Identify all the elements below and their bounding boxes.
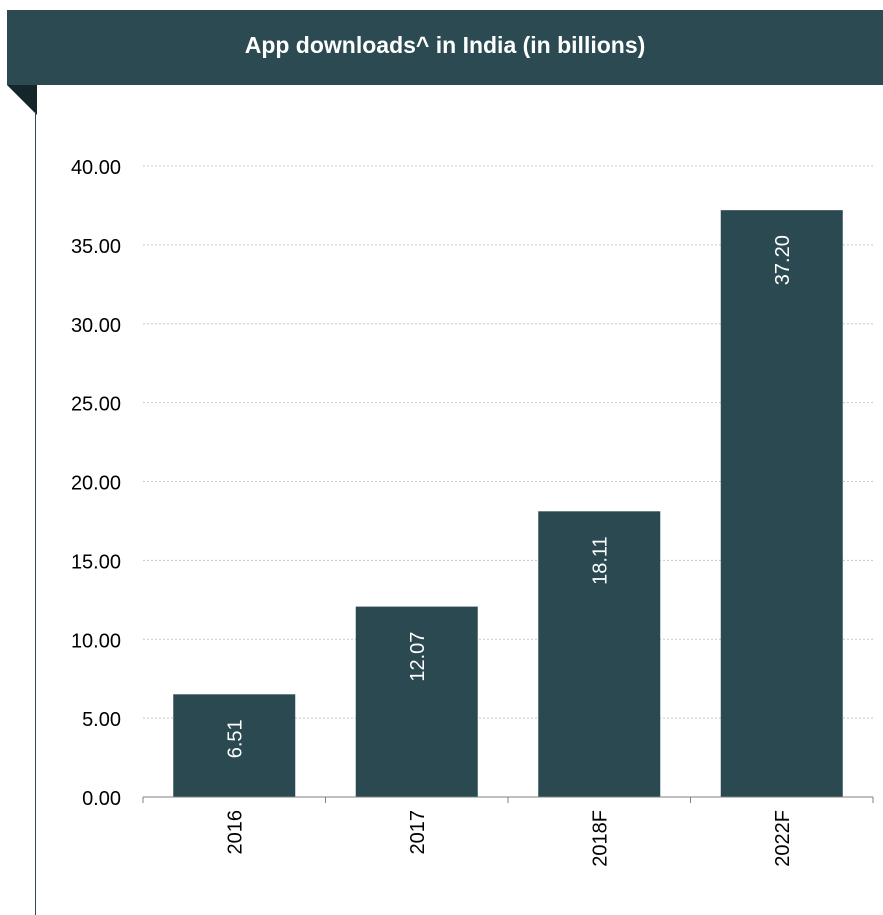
left-border-line [35,112,36,915]
y-tick-label: 10.00 [71,630,121,652]
y-tick-label: 25.00 [71,394,121,416]
y-tick-label: 35.00 [71,236,121,258]
chart-title: App downloads^ in India (in billions) [244,31,646,58]
bar [720,210,843,798]
x-category-label: 2022F [772,810,794,867]
y-tick-label: 15.00 [71,551,121,573]
x-category-label: 2017 [407,810,429,855]
header-fold-corner [7,85,37,115]
y-tick-label: 5.00 [82,709,121,731]
bar-value-label: 18.11 [589,536,611,585]
x-category-label: 2016 [224,810,246,855]
bar-value-label: 6.51 [224,719,246,758]
bar [173,694,296,797]
bar-value-label: 37.20 [772,235,794,285]
chart-header: App downloads^ in India (in billions) [7,10,883,85]
y-tick-label: 20.00 [71,473,121,495]
bar-value-label: 12.07 [407,632,429,682]
y-tick-label: 30.00 [71,315,121,337]
y-tick-label: 0.00 [82,788,121,810]
bar [355,606,478,797]
y-tick-label: 40.00 [71,157,121,179]
x-category-label: 2018F [589,810,611,867]
bar [538,511,661,797]
